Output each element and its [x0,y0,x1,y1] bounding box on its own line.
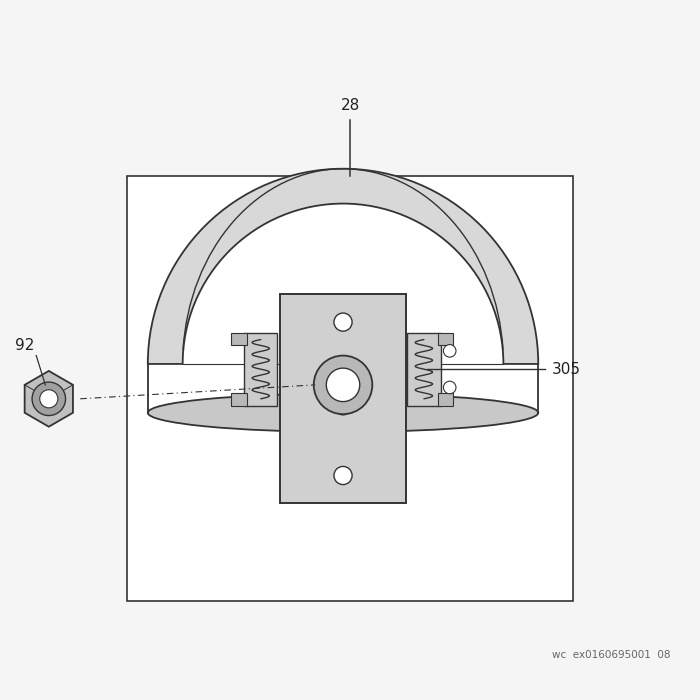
Text: wc  ex0160695001  08: wc ex0160695001 08 [552,650,671,660]
FancyBboxPatch shape [438,393,453,406]
Text: 92: 92 [15,339,35,354]
Text: 28: 28 [340,98,360,113]
FancyBboxPatch shape [127,176,573,601]
Circle shape [32,382,66,416]
Polygon shape [25,371,73,427]
FancyBboxPatch shape [232,332,247,345]
FancyBboxPatch shape [244,332,277,406]
Text: 305: 305 [552,362,581,377]
Ellipse shape [148,393,538,432]
FancyBboxPatch shape [232,393,247,406]
Wedge shape [148,169,538,364]
Circle shape [443,344,456,357]
FancyBboxPatch shape [407,332,440,406]
Circle shape [40,390,58,408]
Circle shape [334,313,352,331]
Circle shape [334,466,352,484]
Circle shape [334,397,352,415]
Circle shape [443,382,456,394]
FancyBboxPatch shape [438,332,453,345]
FancyBboxPatch shape [280,294,406,503]
Circle shape [326,368,360,402]
Circle shape [314,356,372,414]
